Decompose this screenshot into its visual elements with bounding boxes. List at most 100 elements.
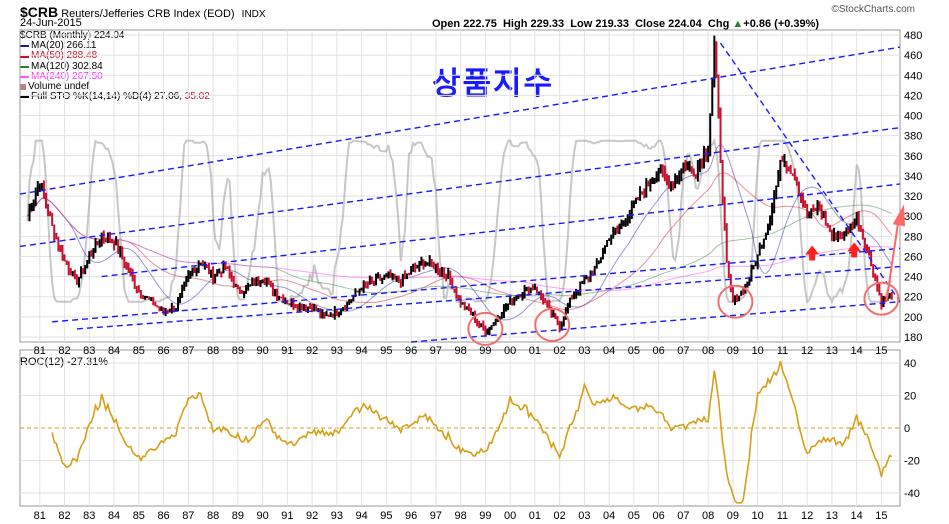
x-tick-label: 91 [281,345,293,357]
annotation-title: 상품지수 [432,66,555,102]
x-tick-label: 10 [752,345,764,357]
x-tick-label: 85 [133,345,145,357]
roc-x-tick-label: 11 [777,510,788,522]
low-value: 219.33 [595,18,629,30]
roc-x-tick-label: 89 [232,510,244,522]
x-tick-label: 15 [875,345,887,357]
roc-panel [19,349,901,507]
x-tick-label: 87 [182,345,194,357]
bottom-channel-line [411,301,901,343]
low-circle-2009 [717,284,754,319]
x-tick-label: 05 [628,345,640,357]
ma120-legend: MA(120) 302.84 [31,60,103,72]
y-tick-label: 240 [904,272,922,284]
x-tick-label: 82 [58,345,70,357]
low-circle-2015 [863,281,900,316]
index-title: Reuters/Jefferies CRB Index (EOD) [61,8,235,20]
x-tick-label: 98 [454,345,466,357]
roc-y-tick-label: -20 [904,456,920,468]
x-tick-label: 89 [232,345,244,357]
support-arrow-icon [805,245,820,261]
roc-line [51,360,893,504]
roc-x-tick-label: 81 [34,510,46,522]
roc-x-tick-label: 05 [628,510,640,522]
ohlc-readout: Open 222.75 High 229.33 Low 219.33 Close… [432,18,820,30]
low-circle-2002 [534,307,571,342]
x-tick-label: 06 [653,345,665,357]
y-tick-label: 200 [904,312,922,324]
roc-y-tick-label: 40 [904,358,916,370]
roc-x-tick-label: 91 [281,510,293,522]
ma240-line [26,197,892,292]
x-tick-label: 07 [677,345,689,357]
chg-value: +0.86 (+0.39%) [743,18,820,30]
high-value: 229.33 [530,18,565,30]
x-tick-label: 99 [479,345,491,357]
roc-x-tick-label: 86 [157,510,169,522]
roc-y-tick-label: 0 [904,423,910,435]
lower-channel-line-2 [76,265,901,330]
roc-x-tick-label: 94 [355,510,367,522]
roc-y-tick-label: 20 [904,391,916,403]
x-tick-label: 84 [108,345,120,357]
roc-x-tick-label: 87 [182,510,194,522]
ma20-line [26,144,893,321]
roc-x-tick-label: 03 [578,510,590,522]
low-circle-1999 [467,311,504,346]
x-tick-label: 83 [83,345,95,357]
x-tick-label: 92 [306,345,318,357]
x-tick-label: 08 [702,345,714,357]
roc-x-tick-label: 96 [405,510,417,522]
roc-x-tick-label: 04 [603,510,615,522]
x-tick-label: 03 [578,345,590,357]
x-tick-label: 14 [851,345,863,357]
y-tick-label: 260 [904,251,922,263]
roc-y-tick-label: -40 [904,488,920,500]
roc-x-tick-label: 84 [108,510,120,522]
volume-legend: Volume undef [28,81,90,93]
x-tick-label: 94 [355,345,367,357]
roc-x-tick-label: 93 [331,510,343,522]
roc-x-tick-label: 15 [875,510,887,522]
roc-x-tick-label: 08 [702,510,714,522]
symbol: $CRB [20,4,59,20]
roc-x-tick-label: 85 [133,510,145,522]
mid-channel-line-1 [19,126,901,248]
y-tick-label: 380 [904,131,922,143]
x-tick-label: 01 [529,345,541,357]
open-value: 222.75 [463,18,497,30]
roc-x-tick-label: 98 [454,510,466,522]
chart-title-row: $CRB Reuters/Jefferies CRB Index (EOD) I… [20,4,266,20]
y-tick-label: 320 [904,191,922,203]
x-tick-label: 96 [405,345,417,357]
ma50-line [26,172,893,311]
y-tick-label: 400 [904,111,922,123]
x-tick-label: 11 [777,345,788,357]
roc-x-tick-label: 14 [851,510,863,522]
y-tick-label: 440 [904,70,922,82]
roc-x-tick-label: 99 [479,510,491,522]
ma240-legend: MA(240) 267.50 [31,70,103,82]
ma20-legend: MA(20) 266.11 [31,40,97,52]
x-tick-label: 86 [157,345,169,357]
y-tick-label: 360 [904,151,922,163]
roc-x-tick-label: 82 [58,510,70,522]
x-tick-label: 95 [380,345,392,357]
roc-x-tick-label: 09 [727,510,739,522]
roc-x-tick-label: 01 [529,510,541,522]
y-tick-label: 280 [904,231,922,243]
roc-x-tick-label: 07 [677,510,689,522]
roc-x-tick-label: 88 [207,510,219,522]
exchange: INDX [241,9,266,20]
roc-x-tick-label: 97 [430,510,442,522]
x-tick-label: 02 [554,345,566,357]
close-value: 224.04 [668,18,702,30]
y-tick-label: 480 [904,30,922,42]
x-tick-label: 13 [826,345,838,357]
x-tick-label: 12 [801,345,813,357]
roc-x-tick-label: 90 [256,510,268,522]
support-arrow-icon [847,242,862,258]
x-tick-label: 93 [331,345,343,357]
x-tick-label: 88 [207,345,219,357]
